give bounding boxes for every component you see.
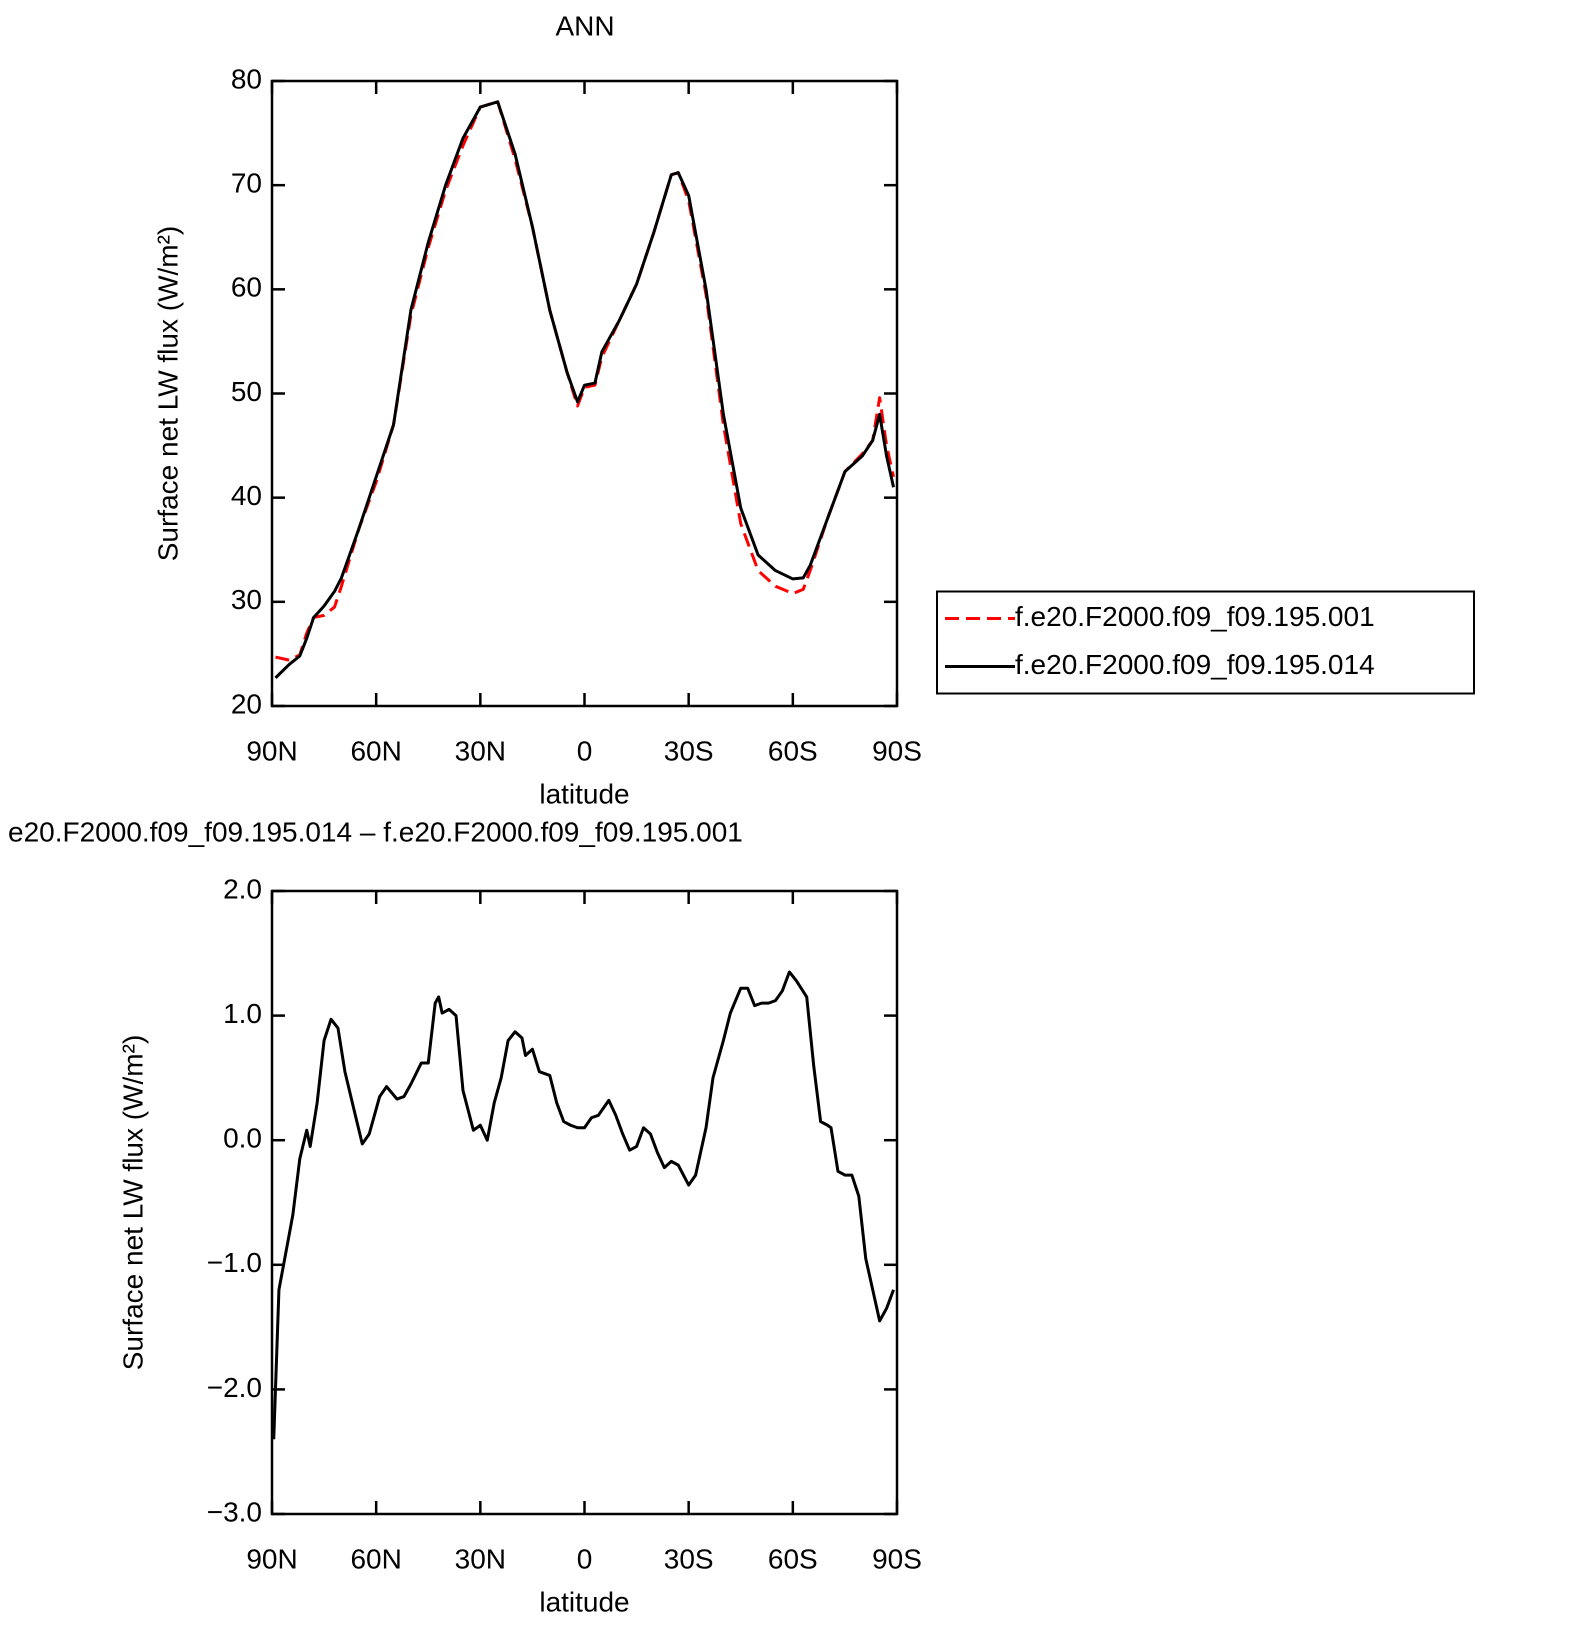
y-tick-label: 20: [231, 688, 262, 719]
x-tick-label: 0: [577, 1543, 593, 1574]
y-axis-label: Surface net LW flux (W/m²): [117, 1035, 148, 1371]
x-axis-label: latitude: [539, 1586, 629, 1617]
x-tick-label: 90N: [246, 1543, 297, 1574]
data-line: [275, 100, 895, 662]
data-line: [272, 970, 895, 1440]
x-tick-label: 90S: [872, 1543, 922, 1574]
y-tick-label: 1.0: [223, 998, 262, 1029]
x-tick-label: 30N: [455, 1543, 506, 1574]
y-axis-label: Surface net LW flux (W/m²): [152, 226, 183, 562]
y-tick-label: −3.0: [207, 1496, 262, 1527]
chart-title: ANN: [555, 10, 614, 41]
x-tick-label: 90N: [246, 735, 297, 766]
x-tick-label: 60S: [768, 735, 818, 766]
y-tick-label: 80: [231, 63, 262, 94]
x-tick-label: 0: [577, 735, 593, 766]
x-axis-label: latitude: [539, 778, 629, 809]
legend-label: f.e20.F2000.f09_f09.195.014: [1015, 649, 1375, 680]
x-tick-label: 30N: [455, 735, 506, 766]
y-tick-label: 2.0: [223, 873, 262, 904]
y-tick-label: 50: [231, 376, 262, 407]
y-tick-label: 70: [231, 168, 262, 199]
chart-title: e20.F2000.f09_f09.195.014 – f.e20.F2000.…: [8, 816, 743, 847]
data-line: [274, 100, 895, 679]
x-tick-label: 60N: [350, 1543, 401, 1574]
legend-label: f.e20.F2000.f09_f09.195.001: [1015, 601, 1375, 632]
x-tick-label: 60S: [768, 1543, 818, 1574]
y-tick-label: 0.0: [223, 1123, 262, 1154]
y-tick-label: 40: [231, 480, 262, 511]
legend-box: [936, 590, 1475, 695]
x-tick-label: 90S: [872, 735, 922, 766]
plot-frame: [270, 79, 899, 708]
plot-frame: [270, 889, 899, 1516]
x-tick-label: 30S: [664, 1543, 714, 1574]
y-tick-label: −2.0: [207, 1372, 262, 1403]
y-tick-label: 30: [231, 584, 262, 615]
y-tick-label: −1.0: [207, 1247, 262, 1278]
x-tick-label: 60N: [350, 735, 401, 766]
y-tick-label: 60: [231, 272, 262, 303]
x-tick-label: 30S: [664, 735, 714, 766]
